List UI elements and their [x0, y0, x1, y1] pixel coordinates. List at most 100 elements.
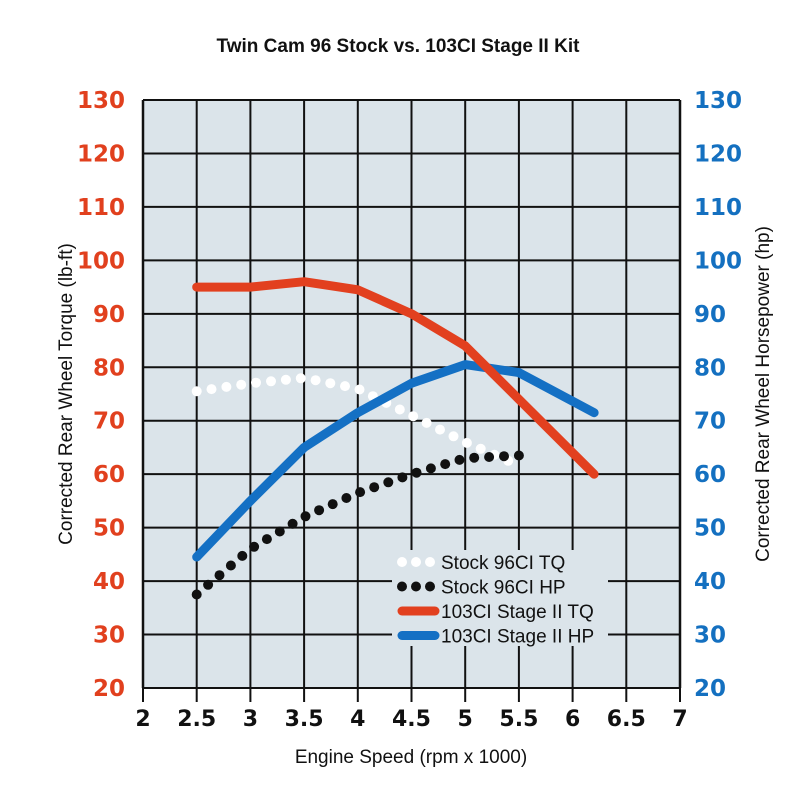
series-dot — [206, 384, 217, 395]
x-axis-label: Engine Speed (rpm x 1000) — [295, 747, 527, 768]
x-tick-label: 6.5 — [607, 707, 646, 732]
series-dot — [354, 384, 365, 395]
series-dot — [280, 374, 291, 385]
legend-item-stock-96ci-tq: Stock 96CI TQ — [397, 553, 565, 574]
y-tick-label-right: 70 — [694, 409, 726, 435]
legend-label: Stock 96CI TQ — [441, 553, 565, 574]
y-axis-left-label: Corrected Rear Wheel Torque (lb-ft) — [56, 243, 77, 545]
legend-swatch-dot — [425, 581, 435, 592]
y-tick-label-right: 100 — [694, 248, 742, 274]
x-tick-label: 5.5 — [499, 707, 538, 732]
series-dot — [214, 570, 225, 581]
series-dot — [383, 477, 394, 488]
legend-swatch-dot — [397, 557, 407, 567]
legend-item-stock-96ci-hp: Stock 96CI HP — [397, 578, 566, 599]
y-tick-label-right: 120 — [694, 141, 742, 167]
series-dot — [499, 451, 509, 462]
y-tick-label-left: 20 — [93, 676, 125, 702]
series-stock-96ci-hp — [191, 450, 524, 600]
series-dot — [340, 381, 350, 392]
series-dot — [469, 452, 480, 463]
series-layer — [191, 277, 599, 600]
series-line — [192, 277, 599, 479]
y-axis-right-ticks: 130 120 110 100 90 80 70 60 50 40 30 20 — [694, 88, 742, 702]
x-tick-label: 4.5 — [392, 707, 431, 732]
y-tick-label-left: 40 — [93, 569, 125, 595]
x-tick-label: 5 — [458, 707, 473, 732]
y-tick-label-right: 50 — [694, 516, 726, 542]
series-dot — [425, 463, 436, 474]
series-dot — [513, 450, 524, 461]
grid — [141, 99, 682, 689]
y-tick-label-right: 40 — [694, 569, 726, 595]
series-dot — [236, 379, 247, 390]
legend-item-103ci-stage-ii-hp: 103CI Stage II HP — [397, 627, 594, 648]
legend-label: 103CI Stage II HP — [441, 627, 594, 648]
series-dot — [261, 534, 272, 545]
legend-swatch-dot — [397, 581, 407, 592]
y-tick-label-left: 80 — [93, 355, 125, 381]
series-dot — [251, 377, 261, 388]
series-line — [192, 360, 599, 562]
series-dot — [475, 443, 486, 454]
y-tick-label-right: 30 — [694, 623, 726, 649]
x-axis-ticks: 2 2.5 3 3.5 4 4.5 5 5.5 6 6.5 7 — [135, 707, 687, 732]
legend: Stock 96CI TQ Stock 96CI HP 103CI Stage II… — [392, 550, 608, 648]
series-dot — [274, 526, 285, 537]
series-dot — [314, 505, 325, 516]
series-103ci-stage-ii-tq — [192, 277, 599, 479]
legend-swatch-dot — [411, 581, 421, 592]
series-dot — [191, 589, 202, 600]
series-dot — [287, 518, 298, 529]
legend-item-103ci-stage-ii-tq: 103CI Stage II TQ — [397, 602, 594, 623]
x-tick-label: 7 — [672, 707, 687, 732]
series-dot — [300, 511, 311, 522]
y-tick-label-right: 60 — [694, 462, 726, 488]
series-dot — [221, 381, 232, 392]
y-tick-label-right: 80 — [694, 355, 726, 381]
series-dot — [461, 437, 472, 448]
series-dot — [310, 375, 321, 386]
y-tick-label-left: 130 — [77, 88, 125, 114]
y-tick-label-left: 100 — [77, 248, 125, 274]
x-tick-label: 3.5 — [285, 707, 324, 732]
y-tick-label-left: 50 — [93, 516, 125, 542]
series-dot — [325, 378, 336, 389]
series-dot — [448, 431, 459, 442]
x-tick-label: 6 — [565, 707, 580, 732]
series-dot — [421, 417, 432, 428]
y-tick-label-right: 20 — [694, 676, 726, 702]
x-tick-label: 3 — [243, 707, 258, 732]
y-axis-left-ticks: 130 120 110 100 90 80 70 60 50 40 30 20 — [77, 88, 125, 702]
series-dot — [341, 493, 352, 503]
series-dot — [440, 459, 451, 470]
series-dot — [191, 386, 202, 397]
legend-swatch-dot — [425, 557, 435, 567]
y-tick-label-left: 70 — [93, 409, 125, 435]
chart-title: Twin Cam 96 Stock vs. 103CI Stage II Kit — [217, 36, 581, 57]
series-dot — [408, 411, 419, 422]
series-dot — [394, 404, 405, 415]
series-dot — [249, 541, 260, 552]
y-tick-label-right: 110 — [694, 195, 742, 221]
series-dot — [266, 376, 276, 387]
y-tick-label-left: 60 — [93, 462, 125, 488]
y-tick-label-left: 110 — [77, 195, 125, 221]
series-dot — [397, 472, 408, 483]
y-tick-label-right: 90 — [694, 302, 726, 328]
series-dot — [369, 482, 380, 493]
y-tick-label-left: 90 — [93, 302, 125, 328]
x-tick-label: 2 — [135, 707, 150, 732]
series-dot — [435, 424, 445, 435]
x-tick-label: 2.5 — [177, 707, 216, 732]
series-stock-96ci-tq — [191, 373, 514, 466]
series-dot — [225, 560, 236, 571]
y-tick-label-right: 130 — [694, 88, 742, 114]
series-dot — [295, 373, 306, 384]
x-tick-label: 4 — [350, 707, 365, 732]
series-dot — [454, 454, 465, 465]
series-dot — [327, 499, 338, 510]
legend-label: Stock 96CI HP — [441, 578, 566, 599]
x-tick-marks — [142, 688, 681, 702]
